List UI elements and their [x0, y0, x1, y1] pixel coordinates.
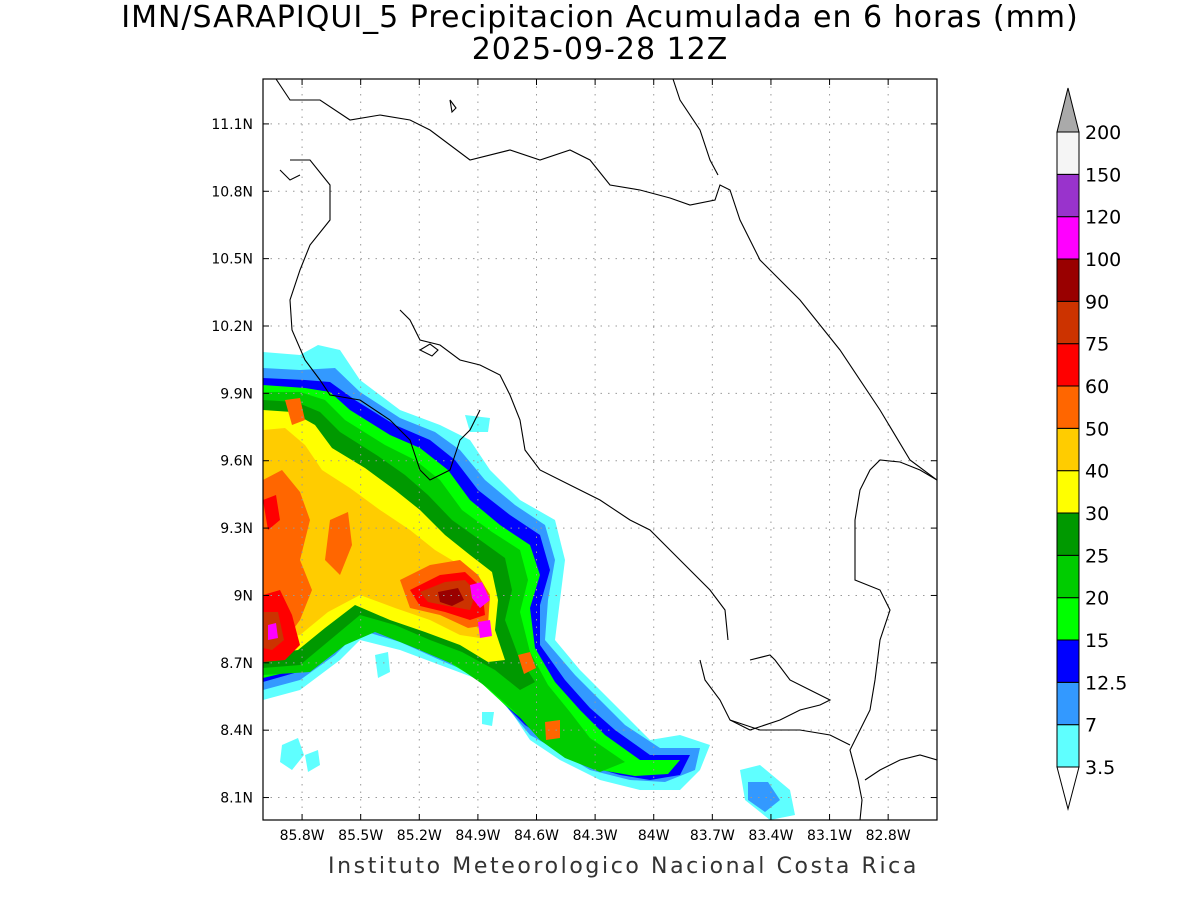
precip-area-3.5	[305, 750, 320, 772]
colorbar-swatch	[1056, 131, 1080, 175]
lon-tick-label: 84.9W	[455, 828, 500, 844]
colorbar-swatch	[1056, 512, 1080, 556]
lat-tick-label: 8.1N	[220, 791, 253, 807]
colorbar-level-label: 7	[1085, 715, 1097, 737]
lat-tick-label: 9.3N	[220, 521, 253, 537]
colorbar-level-label: 25	[1085, 545, 1109, 567]
colorbar-swatch	[1056, 343, 1080, 387]
precip-area-7	[748, 782, 780, 812]
colorbar-level-label: 12.5	[1085, 672, 1127, 694]
colorbar-level-label: 40	[1085, 461, 1109, 483]
lat-tick-label: 11.1N	[211, 117, 253, 133]
colorbar-swatch	[1056, 597, 1080, 641]
colorbar-swatch	[1056, 639, 1080, 683]
colorbar-swatch	[1056, 216, 1080, 260]
colorbar-level-label: 150	[1085, 164, 1121, 186]
precip-area-60	[263, 495, 280, 530]
lon-tick-label: 85.5W	[338, 828, 383, 844]
colorbar-swatch	[1056, 724, 1080, 768]
precip-area-100	[470, 582, 490, 608]
colorbar-legend: 3.5 7 12.5 15 20 25 30 40 50 60 75 90 100 120 150 200	[1056, 87, 1127, 811]
lon-tick-label: 83.7W	[690, 828, 735, 844]
precip-area-3.5	[482, 712, 494, 726]
map-valid-time: 2025-09-28 12Z	[471, 32, 729, 67]
lat-tick-label: 10.2N	[211, 319, 253, 335]
precip-area-3.5	[375, 652, 390, 678]
precip-area-90	[438, 588, 464, 606]
colorbar-swatch	[1056, 385, 1080, 429]
colorbar-swatch	[1056, 427, 1080, 472]
coastlines	[275, 79, 937, 820]
colorbar-level-label: 200	[1085, 122, 1121, 144]
lon-tick-label: 83.1W	[807, 828, 852, 844]
precip-area-100	[268, 623, 278, 640]
colorbar-swatch	[1056, 681, 1080, 726]
plot-frame	[262, 78, 938, 821]
longitude-axis: 85.8W 85.5W 85.2W 84.9W 84.6W 84.3W 84W 83.7W 83…	[280, 79, 911, 844]
colorbar-level-label: 75	[1085, 334, 1109, 356]
colorbar-level-label: 60	[1085, 376, 1109, 398]
lat-tick-label: 8.7N	[220, 656, 253, 672]
lon-tick-label: 84.3W	[573, 828, 618, 844]
lat-tick-label: 9.9N	[220, 386, 253, 402]
precipitation-fields	[263, 345, 795, 820]
colorbar-swatch	[1056, 470, 1080, 514]
colorbar-level-label: 50	[1085, 418, 1109, 440]
colorbar-level-label: 120	[1085, 207, 1121, 229]
credit-text: Instituto Meteorologico Nacional Costa R…	[328, 854, 919, 879]
lon-tick-label: 82.8W	[866, 828, 911, 844]
colorbar-overflow-triangle	[1056, 87, 1080, 133]
colorbar-underflow-triangle	[1056, 766, 1080, 811]
lat-tick-label: 10.5N	[211, 252, 253, 268]
colorbar-level-label: 20	[1085, 588, 1109, 610]
map-title: IMN/SARAPIQUI_5 Precipitacion Acumulada …	[121, 0, 1079, 35]
colorbar-level-label: 3.5	[1085, 757, 1115, 779]
lon-tick-label: 83.4W	[748, 828, 793, 844]
precip-area-100	[478, 620, 492, 638]
lat-tick-label: 9.6N	[220, 454, 253, 470]
precip-area-50	[545, 720, 560, 740]
lon-tick-label: 84W	[638, 828, 670, 844]
latitude-axis: 11.1N 10.8N 10.5N 10.2N 9.9N 9.6N 9.3N 9N 8.7N 8.…	[211, 117, 937, 807]
colorbar-swatch	[1056, 173, 1080, 218]
colorbar-swatch	[1056, 258, 1080, 302]
lat-tick-label: 10.8N	[211, 184, 253, 200]
colorbar-level-label: 100	[1085, 249, 1121, 271]
lon-tick-label: 85.2W	[397, 828, 442, 844]
precip-area-3.5	[280, 738, 304, 770]
colorbar-swatch	[1056, 554, 1080, 599]
lat-tick-label: 9N	[234, 588, 253, 604]
lon-tick-label: 85.8W	[280, 828, 325, 844]
precip-area-50	[285, 398, 305, 425]
lat-tick-label: 8.4N	[220, 723, 253, 739]
colorbar-level-label: 90	[1085, 291, 1109, 313]
colorbar-level-label: 30	[1085, 503, 1109, 525]
lon-tick-label: 84.6W	[514, 828, 559, 844]
colorbar-level-label: 15	[1085, 630, 1109, 652]
colorbar-swatch	[1056, 300, 1080, 345]
